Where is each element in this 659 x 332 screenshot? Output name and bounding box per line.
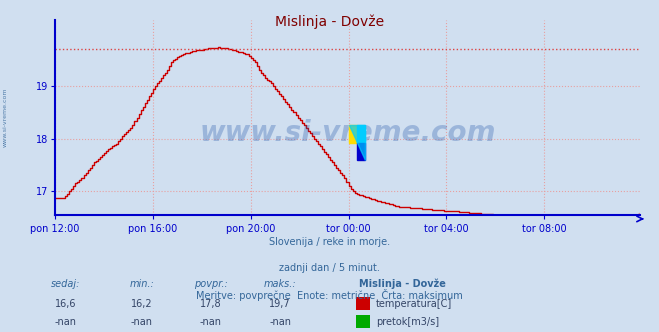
Text: sedaj:: sedaj: [51, 279, 80, 289]
Text: -nan: -nan [55, 317, 77, 327]
Text: www.si-vreme.com: www.si-vreme.com [199, 119, 496, 147]
Text: Mislinja - Dovže: Mislinja - Dovže [359, 279, 446, 289]
Text: www.si-vreme.com: www.si-vreme.com [3, 88, 8, 147]
Bar [349, 125, 357, 142]
Text: -nan: -nan [269, 317, 291, 327]
Text: 16,6: 16,6 [55, 299, 76, 309]
Text: Slovenija / reke in morje.: Slovenija / reke in morje. [269, 237, 390, 247]
Bar [357, 142, 365, 160]
Text: Mislinja - Dovže: Mislinja - Dovže [275, 15, 384, 30]
Text: pretok[m3/s]: pretok[m3/s] [376, 317, 439, 327]
Polygon shape [349, 125, 365, 160]
Bar [357, 125, 365, 142]
Text: -nan: -nan [200, 317, 222, 327]
Text: povpr.:: povpr.: [194, 279, 228, 289]
Text: 17,8: 17,8 [200, 299, 221, 309]
Text: zadnji dan / 5 minut.: zadnji dan / 5 minut. [279, 263, 380, 273]
Text: temperatura[C]: temperatura[C] [376, 299, 452, 309]
Text: min.:: min.: [129, 279, 154, 289]
Text: Meritve: povprečne  Enote: metrične  Črta: maksimum: Meritve: povprečne Enote: metrične Črta:… [196, 289, 463, 301]
Text: maks.:: maks.: [264, 279, 297, 289]
Text: -nan: -nan [130, 317, 153, 327]
Text: 16,2: 16,2 [131, 299, 152, 309]
Text: 19,7: 19,7 [270, 299, 291, 309]
